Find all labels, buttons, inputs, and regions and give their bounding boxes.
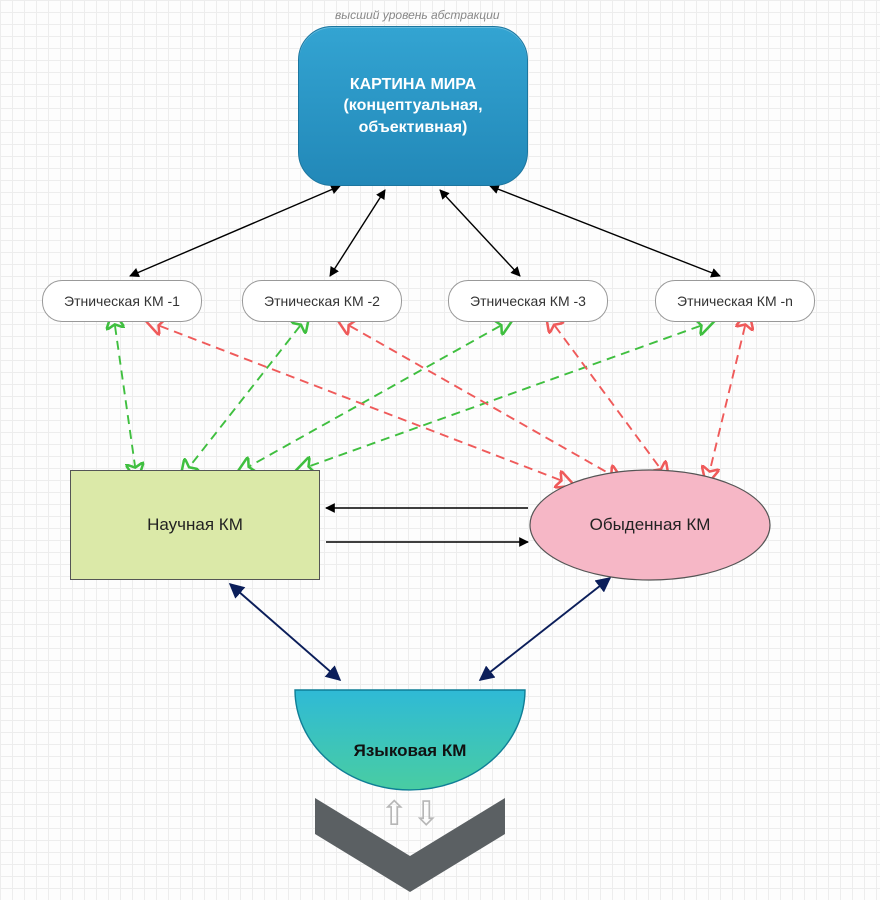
ethnic-node-3-label: Этническая КМ -3: [470, 293, 586, 309]
main-node-line3: объективная): [343, 117, 482, 139]
ethnic-node-n-label: Этническая КМ -n: [677, 293, 793, 309]
diagram-title: высший уровень абстракции: [335, 8, 500, 22]
connector: [480, 578, 610, 680]
connector: [330, 190, 385, 276]
connector: [310, 326, 700, 466]
connector: [160, 326, 560, 480]
connector: [710, 326, 745, 470]
connector: [350, 326, 610, 474]
everyday-node-label: Обыденная КМ: [590, 515, 711, 535]
chevron-icon: [315, 798, 505, 892]
science-node-label: Научная КМ: [147, 515, 243, 535]
science-node: Научная КМ: [70, 470, 320, 580]
connector: [230, 584, 340, 680]
diagram-canvas: высший уровень абстракции: [0, 0, 880, 900]
arrow-up-icon: ⇧: [380, 794, 409, 834]
ethnic-node-1: Этническая КМ -1: [42, 280, 202, 322]
ethnic-node-1-label: Этническая КМ -1: [64, 293, 180, 309]
arrow-down-icon: ⇩: [412, 794, 441, 834]
main-node-line1: КАРТИНА МИРА: [343, 74, 482, 96]
ethnic-node-2-label: Этническая КМ -2: [264, 293, 380, 309]
connector: [130, 186, 340, 276]
connector: [440, 190, 520, 276]
connector: [115, 326, 135, 466]
language-node: Языковая КМ: [295, 690, 525, 786]
main-node: КАРТИНА МИРА (концептуальная, объективна…: [298, 26, 528, 186]
connector: [490, 186, 720, 276]
ethnic-node-2: Этническая КМ -2: [242, 280, 402, 322]
ethnic-node-3: Этническая КМ -3: [448, 280, 608, 322]
main-node-line2: (концептуальная,: [343, 95, 482, 117]
connector: [250, 326, 500, 466]
connector: [555, 326, 660, 468]
connector: [190, 326, 300, 466]
ethnic-node-n: Этническая КМ -n: [655, 280, 815, 322]
everyday-node: Обыденная КМ: [540, 470, 760, 580]
language-node-label: Языковая КМ: [354, 741, 467, 761]
